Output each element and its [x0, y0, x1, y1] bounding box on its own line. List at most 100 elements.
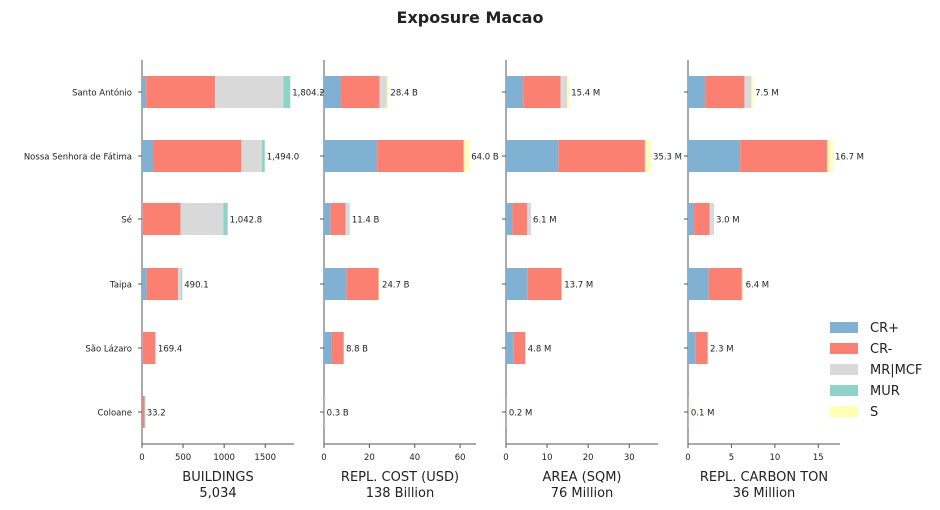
- bar-cr-coloane: [142, 396, 145, 428]
- bar-mr-mcf-nossa-senhora-de-fatima: [463, 140, 465, 172]
- bar-mr-mcf-sao-lazaro: [707, 332, 709, 364]
- bar-mr-mcf-coloane: [324, 396, 326, 428]
- bar-cr-coloane: [688, 396, 689, 428]
- legend-label-cr: CR-: [870, 342, 893, 357]
- bar-s-nossa-senhora-de-fatima: [646, 140, 652, 172]
- bar-cr-se: [324, 203, 331, 235]
- bar-s-nossa-senhora-de-fatima: [464, 140, 470, 172]
- legend-swatch-cr: [830, 343, 858, 354]
- x-tick-label: 20: [364, 453, 375, 463]
- bar-cr-santo-antonio: [688, 76, 706, 108]
- bar-cr-nossa-senhora-de-fatima: [506, 140, 559, 172]
- bar-mr-mcf-nossa-senhora-de-fatima: [826, 140, 829, 172]
- figure-title: Exposure Macao: [396, 8, 544, 27]
- bar-cr-se: [688, 203, 695, 235]
- legend-label-mur: MUR: [870, 384, 900, 399]
- bar-total-label: 2.3 M: [710, 345, 734, 355]
- bar-s-santo-antonio: [751, 76, 754, 108]
- bar-mr-mcf-se: [180, 203, 224, 235]
- bar-mur-taipa: [181, 268, 183, 300]
- bar-cr-coloane: [142, 396, 143, 428]
- bar-mur-se: [223, 203, 228, 235]
- bar-mr-mcf-taipa: [378, 268, 380, 300]
- bar-total-label: 15.4 M: [571, 89, 600, 99]
- bar-cr-sao-lazaro: [324, 332, 332, 364]
- bar-cr-nossa-senhora-de-fatima: [688, 140, 741, 172]
- bar-total-label: 33.2: [147, 409, 166, 419]
- bar-total-label: 0.3 B: [327, 409, 349, 419]
- bar-cr-santo-antonio: [341, 76, 380, 108]
- legend-label-mr-mcf: MR|MCF: [870, 363, 922, 378]
- bar-mur-santo-antonio: [283, 76, 291, 108]
- bar-cr-santo-antonio: [142, 76, 147, 108]
- legend-swatch-cr: [830, 322, 858, 333]
- bar-mr-mcf-taipa: [741, 268, 743, 300]
- bar-cr-sao-lazaro: [506, 332, 514, 364]
- bar-cr-taipa: [506, 268, 528, 300]
- bar-cr-taipa: [146, 268, 179, 300]
- bar-mr-mcf-taipa: [178, 268, 182, 300]
- bar-s-nossa-senhora-de-fatima: [828, 140, 834, 172]
- bar-cr-taipa: [142, 268, 147, 300]
- bar-cr-nossa-senhora-de-fatima: [740, 140, 827, 172]
- bar-cr-sao-lazaro: [688, 332, 696, 364]
- bar-mur-coloane: [144, 396, 146, 428]
- bar-cr-se: [512, 203, 528, 235]
- category-label-taipa: Taipa: [109, 281, 132, 291]
- bar-total-label: 1,494.0: [267, 153, 299, 163]
- bar-cr-santo-antonio: [146, 76, 216, 108]
- legend-label-cr: CR+: [870, 321, 899, 336]
- category-label-santo-antonio: Santo António: [72, 88, 132, 99]
- bar-cr-santo-antonio: [506, 76, 524, 108]
- bar-cr-se: [330, 203, 346, 235]
- x-tick-label: 10: [769, 453, 780, 463]
- x-tick-label: 0: [503, 453, 508, 463]
- bar-total-label: 6.1 M: [533, 216, 557, 226]
- bar-s-taipa: [379, 268, 381, 300]
- legend-swatch-mr-mcf: [830, 364, 858, 375]
- x-axis-title: BUILDINGS: [182, 470, 253, 485]
- bar-total-label: 64.0 B: [471, 153, 499, 163]
- bar-mr-mcf-santo-antonio: [215, 76, 284, 108]
- x-tick-label: 5: [729, 453, 734, 463]
- bar-total-label: 7.5 M: [755, 89, 779, 99]
- bar-mr-mcf-coloane: [688, 396, 690, 428]
- bar-cr-taipa: [688, 268, 709, 300]
- bar-mr-mcf-se: [709, 203, 715, 235]
- bar-cr-se: [142, 203, 181, 235]
- legend-swatch-s: [830, 406, 858, 417]
- bar-cr-sao-lazaro: [695, 332, 708, 364]
- bar-total-label: 169.4: [158, 345, 182, 355]
- bar-cr-coloane: [324, 396, 325, 428]
- bar-mr-mcf-sao-lazaro: [155, 332, 156, 364]
- bar-s-taipa: [561, 268, 563, 300]
- bar-mr-mcf-nossa-senhora-de-fatima: [644, 140, 647, 172]
- bar-cr-se: [142, 203, 143, 235]
- bar-mr-mcf-santo-antonio: [744, 76, 752, 108]
- bar-cr-santo-antonio: [324, 76, 342, 108]
- bar-total-label: 35.3 M: [653, 153, 682, 163]
- bar-cr-nossa-senhora-de-fatima: [324, 140, 378, 172]
- bar-s-taipa: [742, 268, 744, 300]
- bar-cr-taipa: [527, 268, 562, 300]
- category-label-sao-lazaro: São Lázaro: [85, 345, 132, 355]
- bar-cr-taipa: [346, 268, 379, 300]
- bar-mr-mcf-sao-lazaro: [343, 332, 345, 364]
- bar-cr-santo-antonio: [523, 76, 561, 108]
- bar-cr-taipa: [324, 268, 347, 300]
- x-tick-label: 15: [813, 453, 824, 463]
- bar-mur-sao-lazaro: [155, 332, 157, 364]
- x-tick-label: 0: [139, 453, 144, 463]
- bar-mr-mcf-nossa-senhora-de-fatima: [241, 140, 262, 172]
- legend-label-s: S: [870, 405, 878, 420]
- bar-cr-se: [506, 203, 513, 235]
- x-tick-label: 0: [685, 453, 690, 463]
- bar-mr-mcf-se: [527, 203, 532, 235]
- bar-total-label: 0.1 M: [691, 409, 715, 419]
- bar-total-label: 3.0 M: [716, 216, 740, 226]
- bar-total-label: 490.1: [184, 281, 208, 291]
- x-tick-label: 500: [175, 453, 191, 463]
- bar-cr-taipa: [708, 268, 742, 300]
- bar-cr-nossa-senhora-de-fatima: [142, 140, 154, 172]
- bar-mr-mcf-coloane: [506, 396, 508, 428]
